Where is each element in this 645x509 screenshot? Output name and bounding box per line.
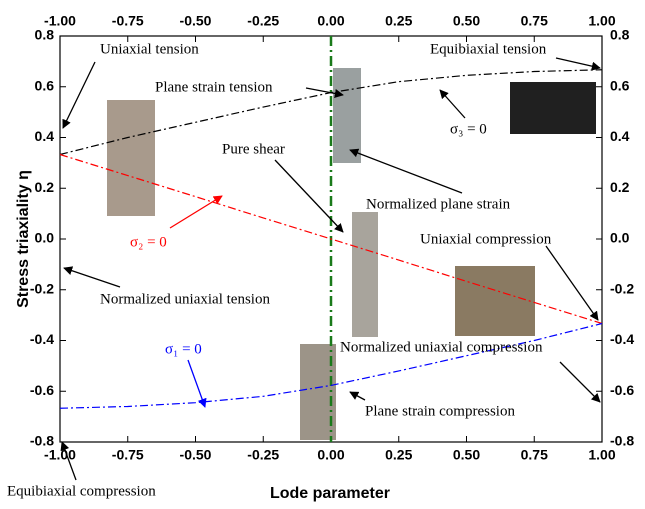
y-tick-label: -0.6 [30,382,54,398]
x-tick-label: -0.50 [180,447,212,463]
y-tick-label: 0.8 [610,27,630,43]
annotation: Pure shear [222,141,285,157]
x-tick-label: 0.75 [521,13,548,29]
y-tick-label: -0.6 [610,382,634,398]
y-tick-label: -0.2 [30,280,54,296]
y-tick-label: -0.8 [610,433,634,449]
photo [333,68,361,163]
arrow [63,266,121,288]
data-line [59,153,603,325]
annotation: Uniaxial tension [100,41,199,57]
arrow [60,441,77,481]
photo [352,212,378,337]
arrow [555,57,601,71]
arrow [305,87,344,98]
y-tick-label: 0.6 [35,77,55,93]
y-tick-label: -0.8 [30,433,54,449]
series-label: σ₁ = 0 [165,341,202,357]
y-tick-label: -0.2 [610,280,634,296]
y-axis-label: Stress triaxiality η [15,170,32,308]
arrow [62,61,96,129]
series-label: σ₃ = 0 [450,121,487,137]
y-tick-label: -0.4 [30,331,54,347]
y-tick-label: 0.2 [610,179,630,195]
annotation: Normalized plane strain [366,196,511,212]
arrow [187,359,207,408]
x-tick-label: 1.00 [588,13,615,29]
arrow [349,148,463,194]
x-tick-label: -0.25 [247,447,279,463]
y-tick-label: 0.2 [35,179,55,195]
photo [455,266,535,336]
x-tick-label: 0.00 [317,447,344,463]
x-tick-label: -0.75 [112,447,144,463]
arrow [349,391,366,401]
y-tick-label: 0.6 [610,77,630,93]
annotation: Equibiaxial compression [7,483,156,499]
x-tick-label: -1.00 [44,447,76,463]
y-tick-label: 0.0 [35,230,55,246]
y-tick-label: 0.8 [35,27,55,43]
arrow [169,195,223,229]
data-line [59,322,603,409]
photo [510,82,596,134]
x-tick-label: 1.00 [588,447,615,463]
x-tick-label: 0.25 [385,13,412,29]
arrow [439,89,466,119]
x-tick-label: 0.50 [453,13,480,29]
annotation: Normalized uniaxial tension [100,291,270,307]
x-tick-label: 0.50 [453,447,480,463]
y-tick-label: 0.4 [610,128,630,144]
arrow [274,159,344,233]
x-axis-label: Lode parameter [270,485,390,502]
annotation: Equibiaxial tension [430,41,547,57]
annotation: Plane strain tension [155,79,273,95]
x-tick-label: -0.75 [112,13,144,29]
y-tick-label: -0.4 [610,331,634,347]
annotation: Normalized uniaxial compression [340,339,543,355]
x-tick-label: -0.50 [180,13,212,29]
annotation: Plane strain compression [365,403,515,419]
photo [107,100,155,216]
x-tick-label: -1.00 [44,13,76,29]
series-label: σ₂ = 0 [130,234,167,250]
x-tick-label: 0.00 [317,13,344,29]
x-tick-label: 0.75 [521,447,548,463]
annotation: Uniaxial compression [420,231,552,247]
y-tick-label: 0.4 [35,128,55,144]
x-tick-label: -0.25 [247,13,279,29]
arrow [545,245,599,321]
x-tick-label: 0.25 [385,447,412,463]
y-tick-label: 0.0 [610,230,630,246]
arrow [559,361,601,403]
